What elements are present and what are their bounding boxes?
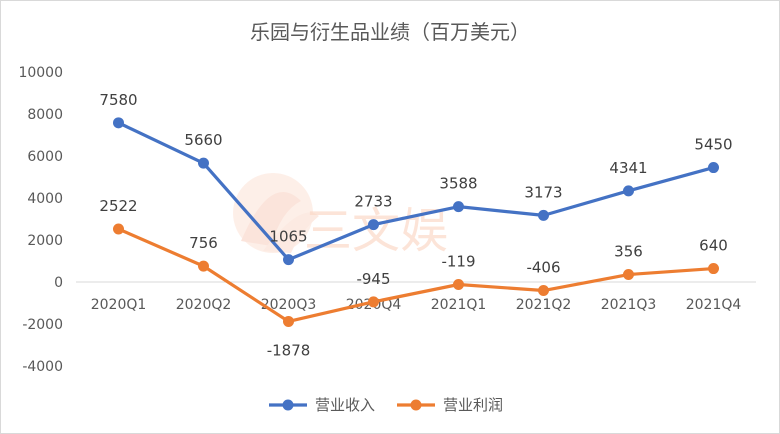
data-point: [113, 223, 124, 235]
series-line: [117, 121, 714, 262]
legend-swatch-marker: [410, 399, 422, 411]
data-point: [538, 209, 549, 221]
series-line: [117, 227, 714, 324]
data-label: 1065: [269, 228, 307, 246]
x-tick-label: 2021Q4: [686, 297, 742, 313]
data-point: [708, 162, 719, 174]
y-tick-label: 4000: [27, 191, 63, 207]
y-tick-label: 10000: [18, 65, 63, 81]
data-label: 3588: [439, 175, 477, 193]
watermark-circle-icon: [233, 173, 313, 253]
data-label: 756: [189, 234, 218, 252]
y-tick-label: 2000: [27, 233, 63, 249]
x-axis: 2020Q12020Q22020Q32020Q42021Q12021Q22021…: [76, 281, 756, 313]
data-point: [453, 201, 464, 213]
y-tick-label: -4000: [22, 359, 63, 375]
data-label: 640: [699, 237, 728, 255]
x-tick-label: 2020Q2: [176, 297, 232, 313]
data-label: 2522: [99, 197, 137, 215]
x-tick-label: 2021Q1: [431, 297, 487, 313]
data-point: [538, 285, 549, 297]
series-2: [113, 223, 719, 327]
data-point: [198, 157, 209, 169]
x-tick-label: 2021Q3: [601, 297, 657, 313]
data-point: [283, 254, 294, 266]
data-label: 3173: [524, 183, 562, 201]
series-layer: 7580 5660 1065 2733 3588 3173 4341 5450 2522 756 -…: [99, 91, 732, 360]
x-tick-label: 2020Q3: [261, 297, 317, 313]
data-label: -406: [526, 259, 560, 277]
series-1: [113, 117, 719, 266]
data-point: [113, 117, 124, 129]
legend-label: 营业利润: [443, 396, 503, 414]
watermark-leaf-icon-2: [263, 212, 319, 253]
legend-swatch-marker: [282, 399, 294, 411]
watermark-text: 三文娱: [304, 203, 448, 259]
data-label: 2733: [354, 193, 392, 211]
legend: 营业收入 营业利润: [269, 396, 503, 414]
data-point: [623, 185, 634, 197]
y-tick-label: -2000: [22, 317, 63, 333]
watermark-logo: [233, 173, 319, 253]
data-point: [623, 269, 634, 281]
data-label: -945: [356, 270, 390, 288]
data-label: 5660: [184, 131, 222, 149]
legend-label: 营业收入: [315, 396, 375, 414]
data-label: 5450: [694, 136, 732, 154]
data-label: -119: [441, 252, 475, 270]
legend-item-2: 营业利润: [397, 396, 503, 414]
watermark-leaf-icon: [241, 192, 301, 246]
data-point: [198, 260, 209, 272]
y-tick-label: 8000: [27, 107, 63, 123]
data-point: [283, 315, 294, 327]
x-tick-label: 2020Q1: [91, 297, 147, 313]
y-axis: -4000 -2000 0 2000 4000 6000 8000 10000: [18, 65, 63, 375]
chart-title: 乐园与衍生品业绩（百万美元）: [250, 20, 530, 44]
data-point: [453, 278, 464, 290]
data-point: [368, 296, 379, 308]
x-tick-label: 2021Q2: [516, 297, 572, 313]
data-point: [708, 263, 719, 275]
y-tick-label: 6000: [27, 149, 63, 165]
data-label: -1878: [267, 341, 311, 359]
data-point: [368, 219, 379, 231]
y-tick-label: 0: [54, 275, 63, 291]
data-label: 356: [614, 243, 643, 261]
data-label: 7580: [99, 91, 137, 109]
data-label: 4341: [609, 159, 647, 177]
legend-item-1: 营业收入: [269, 396, 375, 414]
